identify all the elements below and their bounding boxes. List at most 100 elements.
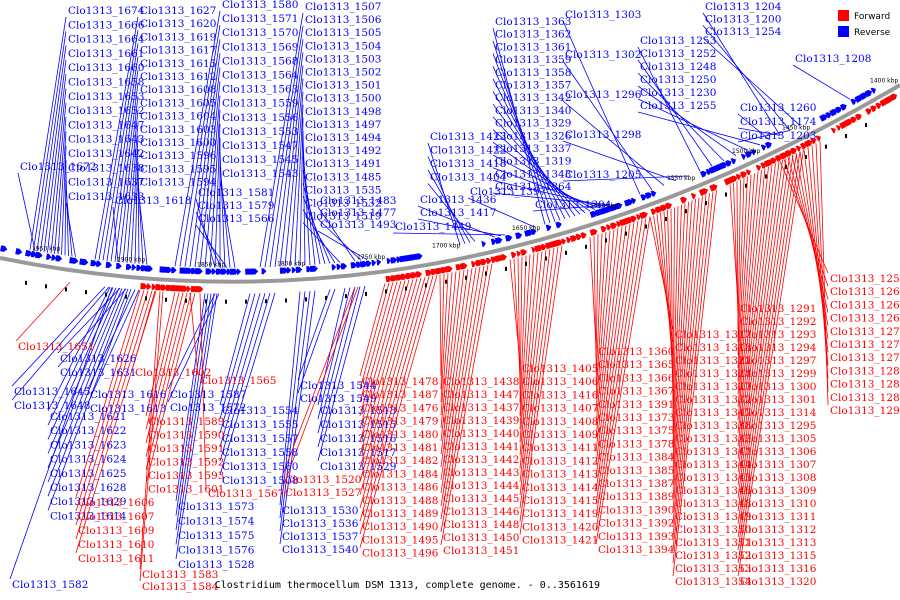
gene-label[interactable]: Clo1313_1390 [598, 504, 674, 516]
gene-label[interactable]: Clo1313_1666 [68, 19, 145, 31]
gene-label[interactable]: Clo1313_1565 [200, 375, 276, 387]
gene-label[interactable]: Clo1313_1540 [282, 544, 358, 556]
gene-label[interactable]: Clo1313_1549 [300, 393, 376, 405]
gene-label[interactable]: Clo1313_1557 [222, 433, 298, 445]
gene-label[interactable]: Clo1313_1272 [830, 326, 900, 338]
gene-label[interactable]: Clo1313_1204 [705, 1, 782, 13]
gene-label[interactable]: Clo1313_1535 [305, 184, 381, 196]
gene-label[interactable]: Clo1313_1314 [740, 407, 817, 419]
gene-label[interactable]: Clo1313_1437 [443, 402, 519, 414]
gene-label[interactable]: Clo1313_1345 [675, 472, 751, 484]
gene-label[interactable]: Clo1313_1387 [598, 478, 674, 490]
gene-label[interactable]: Clo1313_1626 [60, 353, 137, 365]
gene-label[interactable]: Clo1313_1281 [830, 365, 900, 377]
gene-label[interactable]: Clo1313_1275 [830, 339, 900, 351]
gene-label[interactable]: Clo1313_1411 [522, 442, 598, 454]
gene-label[interactable]: Clo1313_1348 [675, 498, 751, 510]
gene-label[interactable]: Clo1313_1606 [78, 497, 155, 509]
gene-label[interactable]: Clo1313_1504 [305, 40, 382, 52]
gene-label[interactable]: Clo1313_1481 [362, 442, 438, 454]
gene-label[interactable]: Clo1313_1312 [740, 524, 816, 536]
gene-label[interactable]: Clo1313_1498 [305, 106, 381, 118]
gene-label[interactable]: Clo1313_1332 [675, 394, 751, 406]
gene-label[interactable]: Clo1313_1324 [675, 368, 752, 380]
gene-label[interactable]: Clo1313_1320 [740, 576, 816, 588]
gene-label[interactable]: Clo1313_1409 [522, 429, 598, 441]
gene-label[interactable]: Clo1313_1302 [565, 49, 641, 61]
gene-label[interactable]: Clo1313_1633 [68, 191, 144, 203]
gene-label[interactable]: Clo1313_1305 [740, 433, 816, 445]
gene-label[interactable]: Clo1313_1316 [740, 563, 817, 575]
gene-label[interactable]: Clo1313_1394 [598, 544, 675, 556]
gene-label[interactable]: Clo1313_1443 [443, 467, 519, 479]
gene-label[interactable]: Clo1313_1568 [222, 55, 298, 67]
gene-label[interactable]: Clo1313_1505 [305, 27, 381, 39]
gene-label[interactable]: Clo1313_1601 [148, 484, 224, 496]
gene-label[interactable]: Clo1313_1301 [740, 394, 816, 406]
gene-label[interactable]: Clo1313_1448 [443, 519, 519, 531]
gene-label[interactable]: Clo1313_1645 [14, 386, 90, 398]
gene-label[interactable]: Clo1313_1358 [495, 67, 571, 79]
gene-label[interactable]: Clo1313_1446 [443, 506, 520, 518]
gene-label[interactable]: Clo1313_1595 [140, 163, 216, 175]
gene-label[interactable]: Clo1313_1579 [198, 200, 274, 212]
gene-label[interactable]: Clo1313_1596 [140, 150, 217, 162]
gene-label[interactable]: Clo1313_1652 [68, 105, 144, 117]
gene-label[interactable]: Clo1313_1600 [140, 137, 216, 149]
gene-label[interactable]: Clo1313_1255 [640, 100, 716, 112]
gene-label[interactable]: Clo1313_1558 [222, 447, 298, 459]
gene-label[interactable]: Clo1313_1609 [78, 525, 154, 537]
gene-label[interactable]: Clo1313_1337 [495, 143, 571, 155]
gene-label[interactable]: Clo1313_1620 [140, 18, 216, 30]
gene-label[interactable]: Clo1313_1360 [598, 346, 674, 358]
gene-label[interactable]: Clo1313_1418 [430, 158, 506, 170]
gene-label[interactable]: Clo1313_1384 [598, 452, 675, 464]
gene-label[interactable]: Clo1313_1441 [443, 441, 519, 453]
gene-label[interactable]: Clo1313_1378 [598, 438, 674, 450]
gene-label[interactable]: Clo1313_1338 [675, 420, 751, 432]
gene-label[interactable]: Clo1313_1674 [68, 5, 145, 17]
gene-label[interactable]: Clo1313_1438 [443, 376, 519, 388]
gene-label[interactable]: Clo1313_1326 [495, 130, 572, 142]
gene-label[interactable]: Clo1313_1354 [675, 576, 752, 588]
gene-label[interactable]: Clo1313_1363 [495, 16, 571, 28]
gene-label[interactable]: Clo1313_1619 [140, 31, 216, 43]
gene-label[interactable]: Clo1313_1572 [170, 402, 246, 414]
gene-label[interactable]: Clo1313_1436 [420, 194, 497, 206]
gene-label[interactable]: Clo1313_1449 [395, 221, 471, 233]
gene-label[interactable]: Clo1313_1267 [830, 299, 900, 311]
gene-label[interactable]: Clo1313_1612 [140, 71, 216, 83]
gene-label[interactable]: Clo1313_1623 [50, 439, 126, 451]
gene-label[interactable]: Clo1313_1203 [740, 130, 816, 142]
gene-label[interactable]: Clo1313_1637 [68, 177, 144, 189]
gene-label[interactable]: Clo1313_1252 [640, 48, 716, 60]
gene-label[interactable]: Clo1313_1417 [420, 207, 496, 219]
gene-label[interactable]: Clo1313_1672 [20, 161, 96, 173]
gene-label[interactable]: Clo1313_1622 [50, 425, 126, 437]
gene-label[interactable]: Clo1313_1618 [115, 195, 191, 207]
gene-label[interactable]: Clo1313_1329 [495, 118, 571, 130]
gene-label[interactable]: Clo1313_1412 [522, 455, 598, 467]
gene-label[interactable]: Clo1313_1607 [78, 511, 154, 523]
gene-label[interactable]: Clo1313_1340 [495, 105, 571, 117]
gene-label[interactable]: Clo1313_1319 [495, 156, 571, 168]
gene-label[interactable]: Clo1313_1628 [50, 482, 126, 494]
gene-label[interactable]: Clo1313_1444 [443, 480, 520, 492]
gene-label[interactable]: Clo1313_1536 [282, 518, 359, 530]
gene-label[interactable]: Clo1313_1616 [90, 389, 167, 401]
gene-label[interactable]: Clo1313_1490 [362, 521, 438, 533]
gene-label[interactable]: Clo1313_1580 [222, 0, 298, 11]
gene-label[interactable]: Clo1313_1513 [320, 405, 396, 417]
gene-label[interactable]: Clo1313_1357 [495, 80, 571, 92]
gene-label[interactable]: Clo1313_1174 [740, 116, 817, 128]
gene-label[interactable]: Clo1313_1365 [598, 359, 674, 371]
gene-label[interactable]: Clo1313_1450 [443, 532, 519, 544]
gene-label[interactable]: Clo1313_1404 [430, 172, 507, 184]
gene-label[interactable]: Clo1313_1346 [675, 485, 752, 497]
gene-label[interactable]: Clo1313_1603 [140, 124, 216, 136]
gene-label[interactable]: Clo1313_1570 [222, 27, 298, 39]
gene-label[interactable]: Clo1313_1307 [740, 459, 816, 471]
gene-label[interactable]: Clo1313_1555 [222, 419, 298, 431]
gene-label[interactable]: Clo1313_1406 [522, 376, 599, 388]
gene-label[interactable]: Clo1313_1349 [675, 511, 751, 523]
